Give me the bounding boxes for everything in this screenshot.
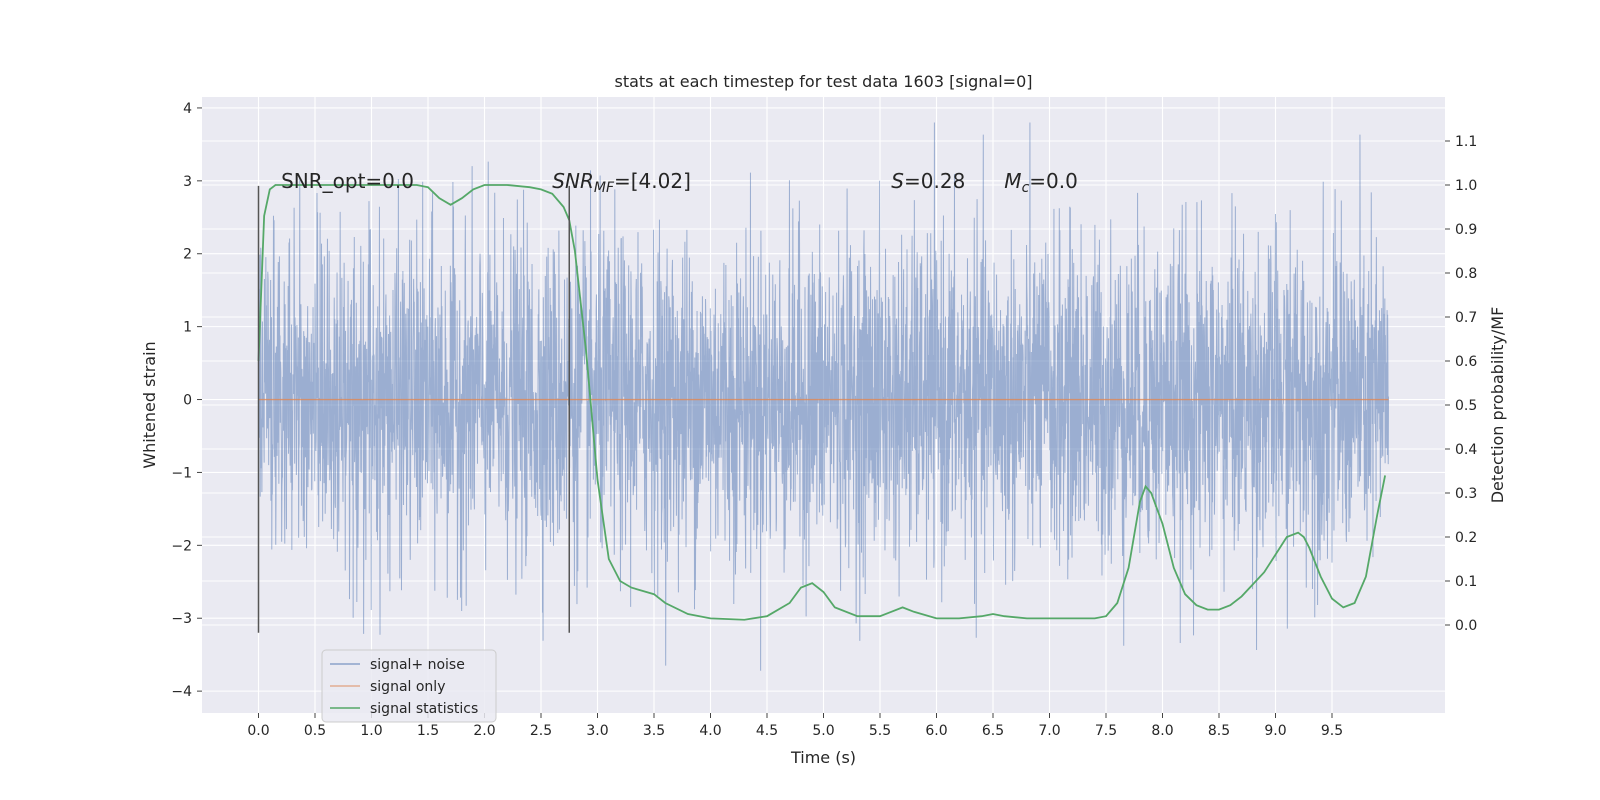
axis-ticks: 0.0 0.5 1.0 1.5 2.0 2.5 3.0 3.5 4.0 4.5 5.0 5.5 6.0 6… (171, 101, 1477, 739)
y-tick-label: −4 (171, 684, 192, 700)
x-tick-label: 5.5 (869, 723, 891, 739)
y2-tick-label: 0.0 (1455, 618, 1477, 634)
y2-tick-label: 0.2 (1455, 530, 1477, 546)
x-tick-label: 6.5 (982, 723, 1004, 739)
y2-axis-label: Detection probability/MF (1488, 307, 1507, 504)
y2-tick-label: 0.4 (1455, 442, 1477, 458)
annotation-suffix: =0.28 (904, 169, 965, 193)
y-axis-label: Whitened strain (140, 341, 159, 468)
annotation-suffix: =[4.02] (614, 169, 691, 193)
legend-entry: signal only (370, 679, 445, 695)
x-tick-label: 0.5 (304, 723, 326, 739)
y2-tick-label: 0.7 (1455, 310, 1477, 326)
legend-entry: signal statistics (370, 701, 478, 717)
y2-tick-label: 0.1 (1455, 574, 1477, 590)
y-tick-label: −3 (171, 611, 192, 627)
y-tick-label: −1 (171, 465, 192, 481)
y-tick-label: 3 (183, 174, 192, 190)
series-lines (257, 184, 1389, 621)
legend-entry: signal+ noise (370, 657, 465, 673)
annotations: SNR_opt=0.0 SNRMF=[4.02] S=0.28 Mc=0.0 (281, 169, 1078, 196)
annotation-text: SNR_opt=0.0 (281, 169, 414, 193)
y-tick-label: 0 (183, 393, 192, 409)
y2-tick-label: 0.8 (1455, 266, 1477, 282)
x-tick-label: 7.0 (1038, 723, 1060, 739)
x-axis-label: Time (s) (790, 748, 856, 767)
annotation-main: SNR (552, 169, 594, 193)
x-tick-label: 4.0 (699, 723, 721, 739)
x-tick-label: 1.0 (360, 723, 382, 739)
annotation-text: SNRMF=[4.02] (552, 169, 691, 196)
annotation-text: Mc=0.0 (1004, 169, 1078, 196)
annotation-subscript: MF (594, 180, 615, 196)
x-tick-label: 6.0 (925, 723, 947, 739)
signal-noise-line (258, 122, 1389, 671)
signal-statistics-line (257, 184, 1386, 621)
x-tick-label: 1.5 (417, 723, 439, 739)
y-tick-label: 4 (183, 101, 192, 117)
y2-tick-label: 1.1 (1455, 134, 1477, 150)
x-tick-label: 2.5 (530, 723, 552, 739)
x-tick-label: 3.0 (586, 723, 608, 739)
annotation-main: SNR_opt=0.0 (281, 169, 414, 193)
x-tick-label: 4.5 (756, 723, 778, 739)
annotation-main: M (1004, 169, 1021, 193)
x-tick-label: 9.5 (1321, 723, 1343, 739)
vertical-markers (257, 185, 570, 633)
legend-box (321, 649, 497, 723)
x-tick-label: 3.5 (643, 723, 665, 739)
x-tick-label: 8.5 (1208, 723, 1230, 739)
x-tick-label: 5.0 (812, 723, 834, 739)
y2-tick-label: 0.3 (1455, 486, 1477, 502)
legend: signal+ noise signal only signal statistic… (321, 649, 497, 723)
y-tick-label: 1 (183, 320, 192, 336)
noise-trace (258, 122, 1389, 671)
annotation-main: S (891, 169, 904, 193)
x-tick-label: 7.5 (1095, 723, 1117, 739)
y2-tick-label: 1.0 (1455, 178, 1477, 194)
y2-tick-label: 0.5 (1455, 398, 1477, 414)
annotation-subscript: c (1022, 180, 1030, 196)
y-tick-label: −2 (171, 538, 192, 554)
y2-tick-label: 0.6 (1455, 354, 1477, 370)
annotation-text: S=0.28 (891, 169, 965, 193)
y2-tick-label: 0.9 (1455, 222, 1477, 238)
x-tick-label: 8.0 (1151, 723, 1173, 739)
annotation-suffix: =0.0 (1029, 169, 1078, 193)
y-tick-label: 2 (183, 247, 192, 263)
x-tick-label: 2.0 (473, 723, 495, 739)
x-tick-label: 9.0 (1264, 723, 1286, 739)
x-tick-label: 0.0 (247, 723, 269, 739)
chart-title: stats at each timestep for test data 160… (614, 72, 1032, 91)
